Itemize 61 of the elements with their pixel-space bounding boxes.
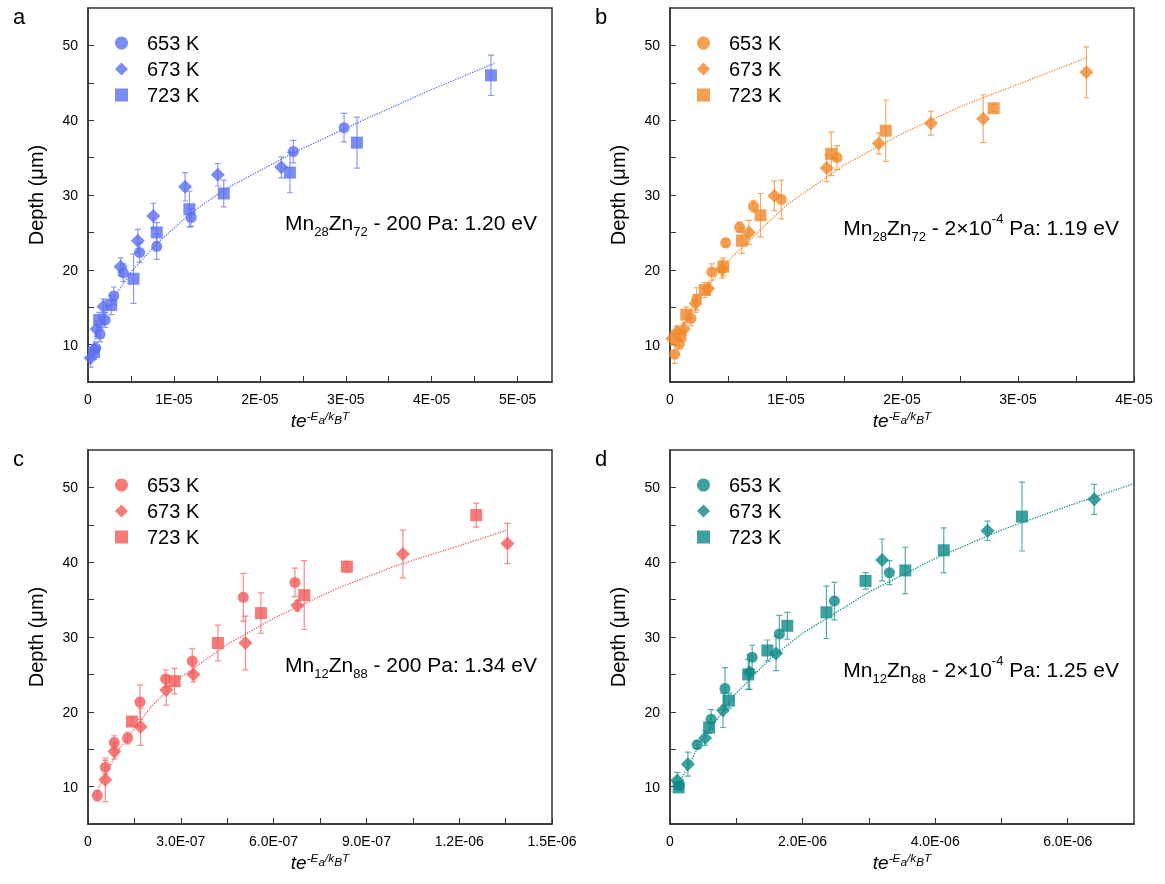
legend-label: 673 K (147, 500, 200, 522)
y-tick-label: 10 (644, 336, 661, 353)
y-axis-title: Depth (μm) (25, 144, 47, 246)
chart-title: b (595, 3, 608, 29)
y-tick-label: 20 (644, 261, 661, 278)
chart-title: c (13, 445, 24, 471)
y-tick-label: 20 (644, 703, 661, 720)
x-tick-label: 0 (666, 833, 675, 849)
legend-label: 673 K (729, 58, 782, 80)
x-tick-label: 4.0E-06 (910, 833, 960, 849)
x-tick-label: 2.0E-06 (778, 833, 828, 849)
x-tick-label: 0 (84, 391, 93, 407)
y-axis-title: Depth (μm) (607, 144, 629, 246)
y-tick-label: 30 (644, 187, 661, 203)
x-tick-label: 9.0E-07 (341, 833, 392, 849)
x-tick-label: 2E-05 (883, 391, 921, 407)
x-tick-label: 3.0E-07 (156, 833, 206, 849)
legend-label: 723 K (729, 526, 782, 548)
legend-label: 653 K (147, 32, 200, 54)
x-tick-label: 1E-05 (155, 391, 193, 407)
legend-label: 673 K (729, 500, 782, 522)
x-tick-label: 2E-05 (241, 391, 279, 407)
x-tick-label: 4E-05 (1115, 391, 1153, 407)
y-tick-label: 30 (62, 629, 79, 645)
x-tick-label: 6.0E-06 (1043, 833, 1093, 849)
x-tick-label: 0 (666, 391, 675, 407)
x-tick-label: 0 (84, 833, 93, 849)
x-tick-label: 4E-05 (413, 391, 451, 407)
x-tick-label: 1E-05 (767, 391, 805, 407)
x-tick-label: 6.0E-07 (249, 833, 299, 849)
legend-label: 653 K (729, 474, 782, 496)
y-tick-label: 40 (62, 112, 79, 129)
legend-label: 653 K (147, 474, 200, 496)
y-tick-label: 30 (644, 629, 661, 645)
y-axis-title: Depth (μm) (25, 586, 47, 688)
y-tick-label: 30 (62, 187, 79, 203)
chart-title: a (13, 3, 26, 29)
y-tick-label: 40 (62, 554, 79, 571)
y-tick-label: 20 (62, 261, 79, 278)
legend-label: 723 K (147, 84, 200, 106)
y-axis-title: Depth (μm) (607, 586, 629, 688)
x-tick-label: 1.5E-06 (527, 833, 577, 849)
y-tick-label: 40 (644, 554, 661, 571)
y-tick-label: 50 (644, 479, 661, 496)
y-tick-label: 10 (62, 336, 79, 353)
x-tick-label: 3E-05 (327, 391, 365, 407)
x-tick-label: 3E-05 (999, 391, 1037, 407)
legend-label: 673 K (147, 58, 200, 80)
y-tick-label: 10 (644, 778, 661, 795)
y-tick-label: 50 (62, 479, 79, 496)
y-tick-label: 50 (644, 37, 661, 54)
legend-label: 653 K (729, 32, 782, 54)
y-tick-label: 10 (62, 778, 79, 795)
chart-title: d (595, 445, 608, 471)
y-tick-label: 40 (644, 112, 661, 129)
legend-label: 723 K (147, 526, 200, 548)
legend-label: 723 K (729, 84, 782, 106)
x-tick-label: 5E-05 (498, 391, 537, 407)
x-tick-label: 1.2E-06 (434, 833, 484, 849)
y-tick-label: 50 (62, 37, 79, 54)
y-tick-label: 20 (62, 703, 79, 720)
